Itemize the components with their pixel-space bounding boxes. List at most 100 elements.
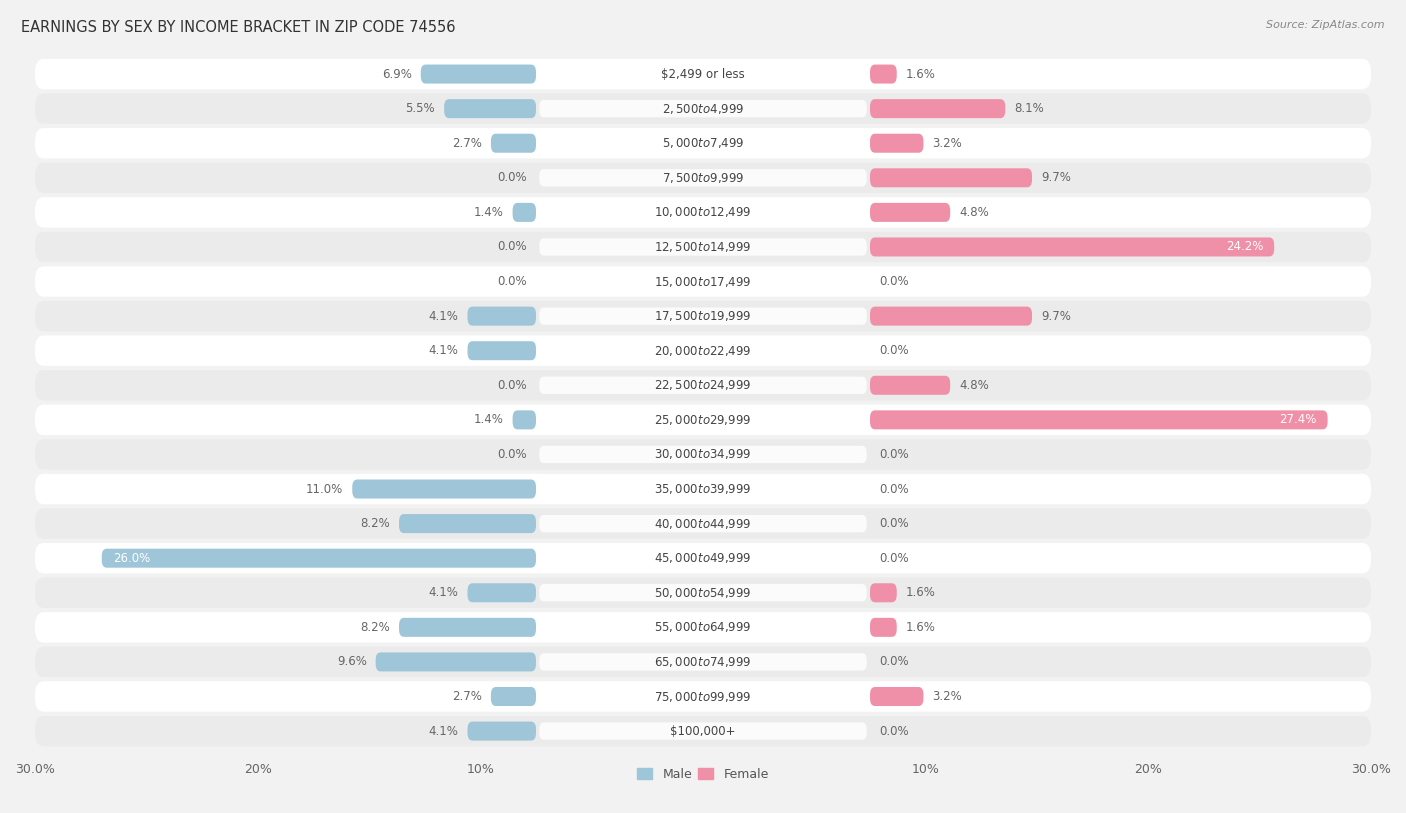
FancyBboxPatch shape	[870, 307, 1032, 326]
Text: $45,000 to $49,999: $45,000 to $49,999	[654, 551, 752, 565]
Text: 0.0%: 0.0%	[498, 241, 527, 254]
Text: 1.6%: 1.6%	[905, 621, 935, 634]
FancyBboxPatch shape	[35, 370, 1371, 401]
Text: $17,500 to $19,999: $17,500 to $19,999	[654, 309, 752, 323]
FancyBboxPatch shape	[35, 301, 1371, 332]
FancyBboxPatch shape	[420, 64, 536, 84]
FancyBboxPatch shape	[468, 307, 536, 326]
FancyBboxPatch shape	[491, 687, 536, 706]
Text: 0.0%: 0.0%	[879, 724, 908, 737]
FancyBboxPatch shape	[870, 168, 1032, 187]
FancyBboxPatch shape	[35, 612, 1371, 642]
FancyBboxPatch shape	[513, 203, 536, 222]
Text: $10,000 to $12,499: $10,000 to $12,499	[654, 206, 752, 220]
FancyBboxPatch shape	[540, 204, 866, 221]
FancyBboxPatch shape	[35, 508, 1371, 539]
FancyBboxPatch shape	[35, 439, 1371, 470]
FancyBboxPatch shape	[35, 716, 1371, 746]
Text: 0.0%: 0.0%	[498, 172, 527, 185]
FancyBboxPatch shape	[870, 411, 1327, 429]
Text: $5,000 to $7,499: $5,000 to $7,499	[662, 137, 744, 150]
FancyBboxPatch shape	[870, 64, 897, 84]
Text: 24.2%: 24.2%	[1226, 241, 1263, 254]
FancyBboxPatch shape	[513, 411, 536, 429]
Text: 8.1%: 8.1%	[1014, 102, 1045, 115]
Text: $15,000 to $17,499: $15,000 to $17,499	[654, 275, 752, 289]
Text: 0.0%: 0.0%	[879, 517, 908, 530]
Text: 0.0%: 0.0%	[879, 344, 908, 357]
FancyBboxPatch shape	[540, 342, 866, 359]
FancyBboxPatch shape	[870, 687, 924, 706]
Text: 5.5%: 5.5%	[405, 102, 436, 115]
FancyBboxPatch shape	[540, 100, 866, 117]
FancyBboxPatch shape	[491, 133, 536, 153]
Text: 3.2%: 3.2%	[932, 137, 962, 150]
Text: 9.7%: 9.7%	[1040, 310, 1071, 323]
FancyBboxPatch shape	[540, 135, 866, 152]
Text: 0.0%: 0.0%	[879, 552, 908, 565]
Text: $20,000 to $22,499: $20,000 to $22,499	[654, 344, 752, 358]
Text: 26.0%: 26.0%	[112, 552, 150, 565]
Text: $22,500 to $24,999: $22,500 to $24,999	[654, 378, 752, 393]
Text: $65,000 to $74,999: $65,000 to $74,999	[654, 655, 752, 669]
Text: $50,000 to $54,999: $50,000 to $54,999	[654, 585, 752, 600]
FancyBboxPatch shape	[35, 577, 1371, 608]
FancyBboxPatch shape	[540, 619, 866, 636]
FancyBboxPatch shape	[870, 237, 1274, 256]
Text: 1.4%: 1.4%	[474, 413, 503, 426]
FancyBboxPatch shape	[870, 99, 1005, 118]
Text: 1.4%: 1.4%	[474, 206, 503, 219]
FancyBboxPatch shape	[375, 652, 536, 672]
FancyBboxPatch shape	[540, 515, 866, 533]
FancyBboxPatch shape	[35, 405, 1371, 435]
FancyBboxPatch shape	[35, 198, 1371, 228]
Text: EARNINGS BY SEX BY INCOME BRACKET IN ZIP CODE 74556: EARNINGS BY SEX BY INCOME BRACKET IN ZIP…	[21, 20, 456, 35]
FancyBboxPatch shape	[35, 681, 1371, 711]
FancyBboxPatch shape	[540, 238, 866, 255]
Text: $75,000 to $99,999: $75,000 to $99,999	[654, 689, 752, 703]
Text: 0.0%: 0.0%	[498, 448, 527, 461]
Text: 1.6%: 1.6%	[905, 67, 935, 80]
FancyBboxPatch shape	[870, 583, 897, 602]
Text: 4.1%: 4.1%	[429, 724, 458, 737]
Text: $40,000 to $44,999: $40,000 to $44,999	[654, 516, 752, 531]
FancyBboxPatch shape	[399, 514, 536, 533]
FancyBboxPatch shape	[870, 618, 897, 637]
FancyBboxPatch shape	[101, 549, 536, 567]
Text: 1.6%: 1.6%	[905, 586, 935, 599]
Text: 0.0%: 0.0%	[879, 483, 908, 495]
FancyBboxPatch shape	[540, 654, 866, 671]
FancyBboxPatch shape	[35, 336, 1371, 366]
Text: 4.1%: 4.1%	[429, 586, 458, 599]
Text: 4.8%: 4.8%	[959, 379, 988, 392]
FancyBboxPatch shape	[540, 273, 866, 290]
FancyBboxPatch shape	[870, 376, 950, 395]
FancyBboxPatch shape	[540, 376, 866, 394]
Text: $25,000 to $29,999: $25,000 to $29,999	[654, 413, 752, 427]
Text: 0.0%: 0.0%	[498, 379, 527, 392]
Text: $2,500 to $4,999: $2,500 to $4,999	[662, 102, 744, 115]
Text: 9.7%: 9.7%	[1040, 172, 1071, 185]
FancyBboxPatch shape	[540, 584, 866, 602]
Text: 8.2%: 8.2%	[360, 517, 389, 530]
Text: $30,000 to $34,999: $30,000 to $34,999	[654, 447, 752, 462]
Text: $2,499 or less: $2,499 or less	[661, 67, 745, 80]
Text: 0.0%: 0.0%	[879, 448, 908, 461]
FancyBboxPatch shape	[540, 688, 866, 705]
FancyBboxPatch shape	[540, 65, 866, 83]
FancyBboxPatch shape	[468, 583, 536, 602]
Legend: Male, Female: Male, Female	[633, 763, 773, 786]
Text: 3.2%: 3.2%	[932, 690, 962, 703]
FancyBboxPatch shape	[468, 722, 536, 741]
Text: Source: ZipAtlas.com: Source: ZipAtlas.com	[1267, 20, 1385, 30]
Text: 4.8%: 4.8%	[959, 206, 988, 219]
FancyBboxPatch shape	[540, 550, 866, 567]
FancyBboxPatch shape	[468, 341, 536, 360]
Text: 2.7%: 2.7%	[453, 137, 482, 150]
Text: 9.6%: 9.6%	[337, 655, 367, 668]
Text: 11.0%: 11.0%	[307, 483, 343, 495]
FancyBboxPatch shape	[353, 480, 536, 498]
Text: 27.4%: 27.4%	[1279, 413, 1316, 426]
FancyBboxPatch shape	[540, 446, 866, 463]
FancyBboxPatch shape	[35, 474, 1371, 504]
